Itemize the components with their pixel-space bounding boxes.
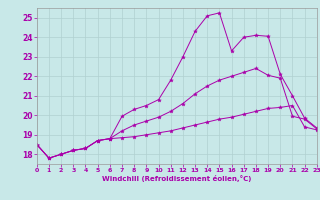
X-axis label: Windchill (Refroidissement éolien,°C): Windchill (Refroidissement éolien,°C) <box>102 175 252 182</box>
